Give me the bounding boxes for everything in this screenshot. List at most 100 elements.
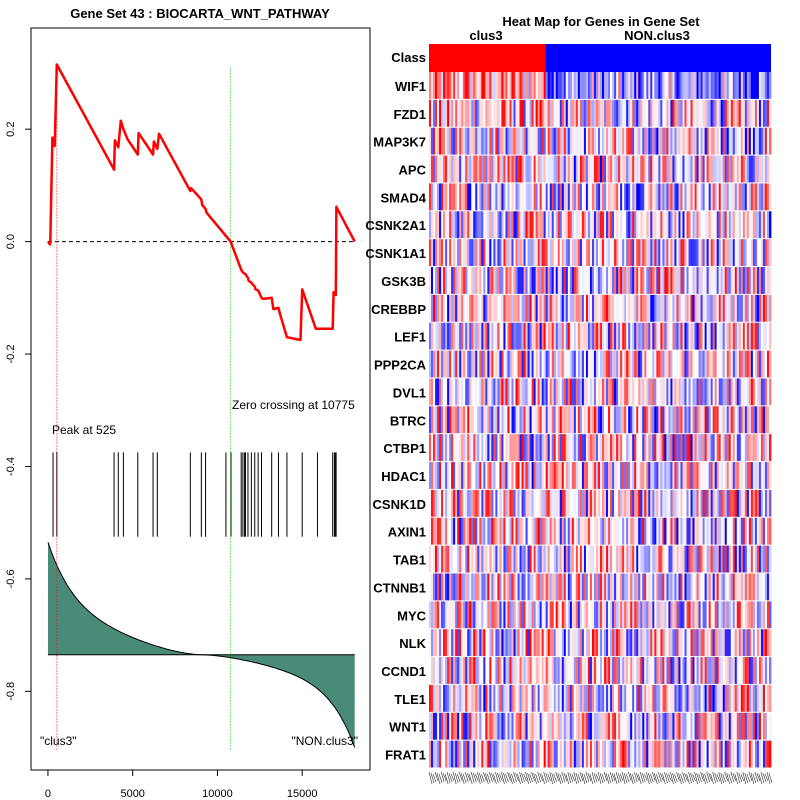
heatmap-cell	[479, 155, 482, 183]
heatmap-cell	[632, 239, 635, 267]
heatmap-cell	[459, 545, 462, 573]
heatmap-cell	[608, 657, 611, 684]
heatmap-cell	[680, 434, 683, 462]
heatmap-cell	[517, 406, 520, 434]
heatmap-cell	[618, 434, 621, 462]
heatmap-cell	[521, 350, 524, 378]
heatmap-cell	[766, 489, 770, 517]
heatmap-cell	[483, 489, 486, 517]
heatmap-cell	[706, 294, 710, 322]
heatmap-cell	[539, 72, 543, 99]
heatmap-cell	[622, 155, 625, 183]
heatmap-cell	[473, 239, 476, 267]
heatmap-cell	[648, 629, 651, 657]
heatmap-cell	[720, 629, 724, 657]
heatmap-cell	[720, 545, 724, 573]
heatmap-cell	[694, 629, 697, 657]
heatmap-cell	[636, 267, 639, 294]
heatmap-cell	[634, 322, 637, 350]
heatmap-cell	[531, 378, 535, 406]
heatmap-cell	[682, 462, 685, 489]
sample-name-mark	[571, 773, 576, 782]
heatmap-cell	[624, 657, 627, 684]
heatmap-cell	[441, 406, 444, 434]
heatmap-cell	[593, 434, 597, 462]
heatmap-cell	[569, 712, 573, 740]
heatmap-cell	[465, 684, 468, 712]
heatmap-cell	[624, 545, 627, 573]
heatmap-cell	[509, 378, 512, 406]
heatmap-cell	[648, 573, 651, 601]
heatmap-cell	[730, 657, 734, 684]
heatmap-cell	[696, 294, 699, 322]
heatmap-cell	[704, 657, 708, 684]
heatmap-cell	[742, 406, 746, 434]
heatmap-cell	[515, 211, 518, 239]
heatmap-cell	[734, 657, 738, 684]
heatmap-cell	[515, 406, 518, 434]
heatmap-cell	[654, 517, 657, 545]
heatmap-cell	[754, 434, 758, 462]
heatmap-cell	[760, 684, 764, 712]
heatmap-cell	[461, 267, 464, 294]
heatmap-cell	[672, 127, 675, 155]
heatmap-cell	[441, 99, 444, 127]
heatmap-cell	[597, 573, 601, 601]
heatmap-class-label-clus3: clus3	[469, 28, 502, 43]
heatmap-cell	[612, 517, 615, 545]
heatmap-cell	[545, 489, 549, 517]
heatmap-cell	[644, 712, 647, 740]
heatmap-cell	[622, 72, 625, 99]
heatmap-cell	[453, 573, 456, 601]
heatmap-cell	[445, 740, 448, 768]
heatmap-cell	[477, 684, 480, 712]
heatmap-cell	[600, 294, 603, 322]
heatmap-cell	[632, 573, 635, 601]
heatmap-cell	[756, 378, 760, 406]
heatmap-cell	[543, 573, 547, 601]
heatmap-cell	[688, 489, 691, 517]
heatmap-cell	[511, 294, 514, 322]
heatmap-cell	[551, 183, 555, 211]
heatmap-cell	[537, 517, 541, 545]
heatmap-cell	[766, 462, 770, 489]
heatmap-cell	[455, 183, 458, 211]
heatmap-cell	[429, 573, 432, 601]
heatmap-row-labels: WIF1FZD1MAP3K7APCSMAD4CSNK2A1CSNK1A1GSK3…	[365, 79, 426, 763]
heatmap-cell	[654, 489, 657, 517]
heatmap-cell	[600, 657, 603, 684]
heatmap-cell	[604, 517, 607, 545]
heatmap-cell	[449, 127, 452, 155]
heatmap-cell	[495, 740, 498, 768]
heatmap-cell	[724, 573, 728, 601]
heatmap-cell	[618, 573, 621, 601]
heatmap-cell	[752, 350, 756, 378]
heatmap-cell	[467, 573, 470, 601]
heatmap-cell	[616, 183, 619, 211]
heatmap-cell	[579, 601, 583, 629]
heatmap-cell	[445, 322, 448, 350]
heatmap-cell	[451, 294, 454, 322]
heatmap-cell	[620, 99, 623, 127]
heatmap-cell	[674, 489, 677, 517]
heatmap-cell	[606, 378, 609, 406]
heatmap-cell	[575, 489, 579, 517]
heatmap-cell	[509, 72, 512, 99]
heatmap-cell	[684, 350, 687, 378]
heatmap-cell	[533, 740, 537, 768]
heatmap-cell	[487, 378, 490, 406]
sample-name-mark	[672, 772, 676, 784]
sample-name-mark	[678, 772, 682, 785]
heatmap-cell	[712, 350, 716, 378]
heatmap-row	[429, 211, 772, 239]
heatmap-cell	[571, 350, 575, 378]
heatmap-cell	[585, 406, 589, 434]
heatmap-cell	[764, 294, 768, 322]
heatmap-cell	[752, 294, 756, 322]
heatmap-cell	[630, 712, 633, 740]
heatmap-cell	[652, 545, 655, 573]
heatmap-cell	[477, 294, 480, 322]
heatmap-cell	[658, 545, 661, 573]
heatmap-cell	[756, 211, 760, 239]
heatmap-cell	[507, 462, 510, 489]
